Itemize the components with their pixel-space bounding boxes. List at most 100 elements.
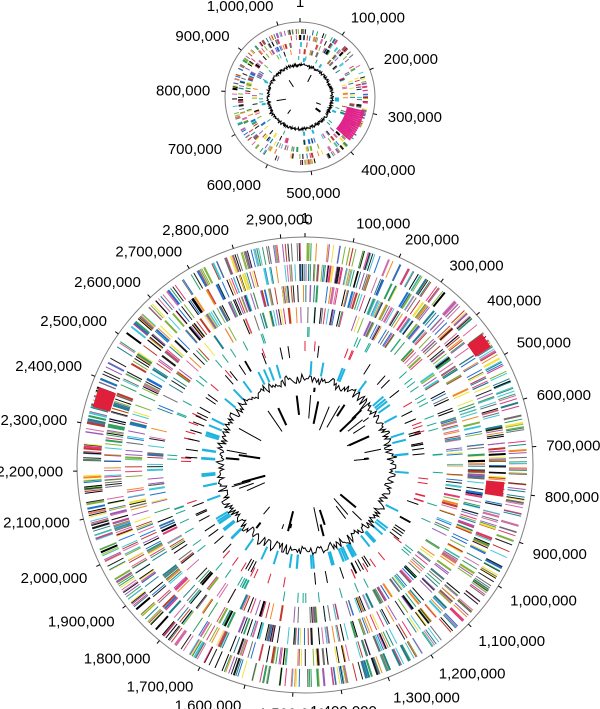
feature-mark	[216, 512, 230, 522]
feature-mark	[281, 286, 285, 304]
feature-mark	[198, 269, 208, 287]
feature-mark	[173, 543, 188, 554]
feature-mark	[134, 516, 151, 523]
feature-mark	[216, 582, 227, 597]
feature-mark	[289, 42, 292, 48]
feature-mark	[500, 401, 519, 409]
feature-mark	[203, 266, 214, 284]
feature-mark	[221, 654, 230, 672]
feature-mark	[372, 588, 383, 604]
feature-mark	[358, 618, 366, 635]
feature-mark	[351, 292, 358, 310]
feature-mark	[325, 131, 330, 136]
feature-mark	[267, 43, 271, 49]
feature-mark	[504, 418, 523, 424]
feature-mark	[241, 639, 248, 657]
feature-mark	[273, 140, 277, 146]
feature-mark	[368, 254, 376, 272]
feature-mark	[130, 362, 147, 374]
feature-mark	[202, 623, 213, 639]
feature-mark	[337, 311, 343, 328]
feature-mark	[439, 555, 455, 566]
scale-tick	[276, 21, 279, 26]
feature-mark	[433, 396, 448, 405]
scale-tick	[373, 113, 378, 116]
feature-mark	[149, 436, 166, 441]
inner-feature-mark	[241, 474, 266, 484]
feature-mark	[357, 380, 368, 393]
feature-mark	[499, 398, 517, 405]
feature-mark	[141, 314, 156, 327]
feature-mark	[448, 339, 463, 352]
feature-mark	[419, 547, 434, 559]
feature-mark	[86, 499, 105, 504]
feature-mark	[385, 260, 394, 278]
feature-mark	[398, 317, 410, 333]
feature-mark	[290, 668, 293, 687]
scale-tick	[476, 311, 480, 316]
feature-mark	[261, 39, 266, 46]
feature-mark	[415, 493, 426, 498]
feature-mark	[104, 551, 121, 561]
feature-mark	[243, 251, 250, 270]
feature-mark	[333, 46, 339, 53]
feature-mark	[463, 503, 481, 509]
feature-mark	[407, 590, 420, 605]
feature-mark	[269, 50, 273, 56]
feature-mark	[109, 561, 126, 571]
feature-mark	[460, 513, 477, 520]
feature-mark	[366, 298, 374, 315]
feature-mark	[498, 393, 516, 401]
inner-feature-mark	[352, 425, 366, 434]
feature-mark	[230, 277, 239, 294]
feature-mark	[245, 294, 252, 312]
feature-mark	[185, 330, 198, 344]
feature-mark	[248, 128, 254, 133]
feature-mark	[247, 79, 253, 82]
feature-mark	[292, 146, 295, 152]
feature-mark	[125, 456, 143, 460]
feature-mark	[248, 61, 254, 66]
feature-mark	[147, 543, 163, 553]
feature-mark	[122, 581, 138, 593]
feature-mark	[361, 83, 367, 86]
feature-mark	[377, 633, 387, 650]
feature-mark	[222, 543, 232, 553]
feature-mark	[238, 67, 244, 72]
feature-mark	[246, 619, 254, 636]
feature-mark	[490, 372, 508, 382]
tick-label: 400,000	[361, 162, 415, 179]
feature-mark	[250, 293, 257, 310]
feature-mark	[430, 317, 443, 331]
feature-mark	[432, 319, 445, 333]
highlight-region-mark	[93, 401, 112, 409]
feature-mark	[186, 499, 197, 504]
feature-mark	[259, 41, 264, 47]
feature-mark	[478, 397, 495, 404]
feature-mark	[224, 569, 232, 578]
feature-mark	[394, 470, 409, 474]
feature-mark	[250, 567, 256, 577]
feature-mark	[247, 136, 252, 141]
feature-mark	[105, 437, 123, 441]
feature-mark	[412, 557, 426, 569]
feature-mark	[279, 32, 282, 38]
feature-mark	[461, 508, 479, 515]
feature-mark	[328, 145, 332, 151]
feature-mark	[289, 49, 292, 55]
feature-mark	[288, 553, 293, 569]
feature-mark	[331, 109, 337, 114]
feature-mark	[309, 145, 313, 151]
feature-mark	[176, 372, 190, 384]
feature-mark	[331, 38, 336, 44]
feature-mark	[151, 583, 166, 596]
sparse-ring-4	[201, 361, 409, 569]
feature-mark	[83, 445, 102, 449]
feature-mark	[245, 87, 251, 90]
inner-feature-mark	[346, 435, 369, 447]
feature-mark	[354, 560, 362, 572]
feature-mark	[283, 286, 287, 304]
feature-mark	[295, 554, 300, 569]
feature-mark	[398, 371, 407, 379]
feature-mark	[464, 498, 482, 503]
